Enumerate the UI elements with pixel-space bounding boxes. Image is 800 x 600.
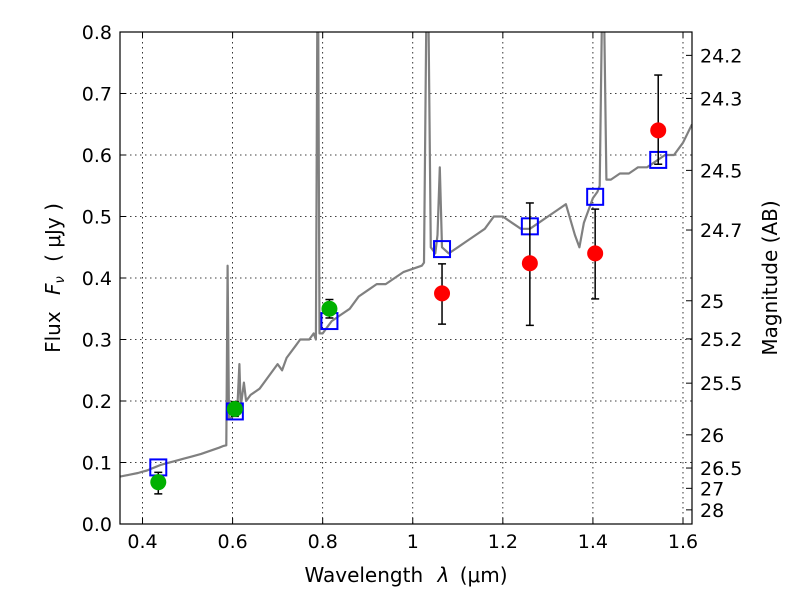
y-tick-label: 0.8 bbox=[82, 22, 112, 44]
y2-tick-label: 25.2 bbox=[700, 329, 742, 351]
x-axis-label: Wavelength λ (μm) bbox=[304, 563, 507, 587]
observed-green-point bbox=[321, 300, 338, 317]
y-axis-label: Flux Fν ( μJy ) bbox=[41, 203, 69, 353]
observed-green-point bbox=[226, 400, 243, 417]
model-photometry-marker bbox=[433, 240, 452, 259]
y2-tick-label: 28 bbox=[700, 500, 724, 522]
y2-tick-label: 26 bbox=[700, 425, 724, 447]
x-tick-label: 1 bbox=[407, 531, 419, 553]
y-tick-label: 0.5 bbox=[82, 207, 112, 229]
x-tick-label: 0.6 bbox=[217, 531, 247, 553]
y-tick-label: 0.1 bbox=[82, 453, 112, 475]
data-markers bbox=[149, 74, 668, 495]
observed-green-point bbox=[150, 474, 167, 491]
y2-tick-label: 26.5 bbox=[700, 458, 742, 480]
x-tick-label: 0.8 bbox=[308, 531, 338, 553]
y2-tick-label: 25.5 bbox=[700, 373, 742, 395]
y2-axis-label: Magnitude (AB) bbox=[758, 200, 782, 355]
x-tick-label: 1.6 bbox=[668, 531, 698, 553]
y-tick-label: 0.4 bbox=[82, 268, 112, 290]
y-tick-label: 0.2 bbox=[82, 391, 112, 413]
spectrum-line bbox=[120, 32, 692, 478]
observed-red-point bbox=[521, 255, 538, 272]
grid bbox=[120, 32, 692, 524]
y2-tick-label: 24.5 bbox=[700, 160, 742, 182]
y2-tick-label: 24.7 bbox=[700, 220, 742, 242]
observed-red-point bbox=[434, 285, 451, 302]
y2-tick-label: 24.2 bbox=[700, 45, 742, 67]
observed-red-point bbox=[650, 122, 667, 139]
y-tick-label: 0.0 bbox=[82, 514, 112, 536]
axis-ticks: 0.4 0.6 0.8 1 1.2 1.4 1.6 0.0 0.1 0.2 0.3 0.4 0.5 0.6… bbox=[82, 22, 743, 553]
observed-red-point bbox=[587, 245, 604, 262]
y2-tick-label: 27 bbox=[700, 478, 724, 500]
y-tick-label: 0.7 bbox=[82, 84, 112, 106]
x-tick-label: 1.4 bbox=[578, 531, 608, 553]
model-photometry-marker bbox=[586, 187, 605, 206]
y2-tick-label: 24.3 bbox=[700, 88, 742, 110]
x-tick-label: 1.2 bbox=[488, 531, 518, 553]
y-tick-label: 0.6 bbox=[82, 145, 112, 167]
y2-tick-label: 25 bbox=[700, 291, 724, 313]
model-spectrum bbox=[120, 32, 692, 478]
x-tick-label: 0.4 bbox=[127, 531, 157, 553]
y-tick-label: 0.3 bbox=[82, 330, 112, 352]
